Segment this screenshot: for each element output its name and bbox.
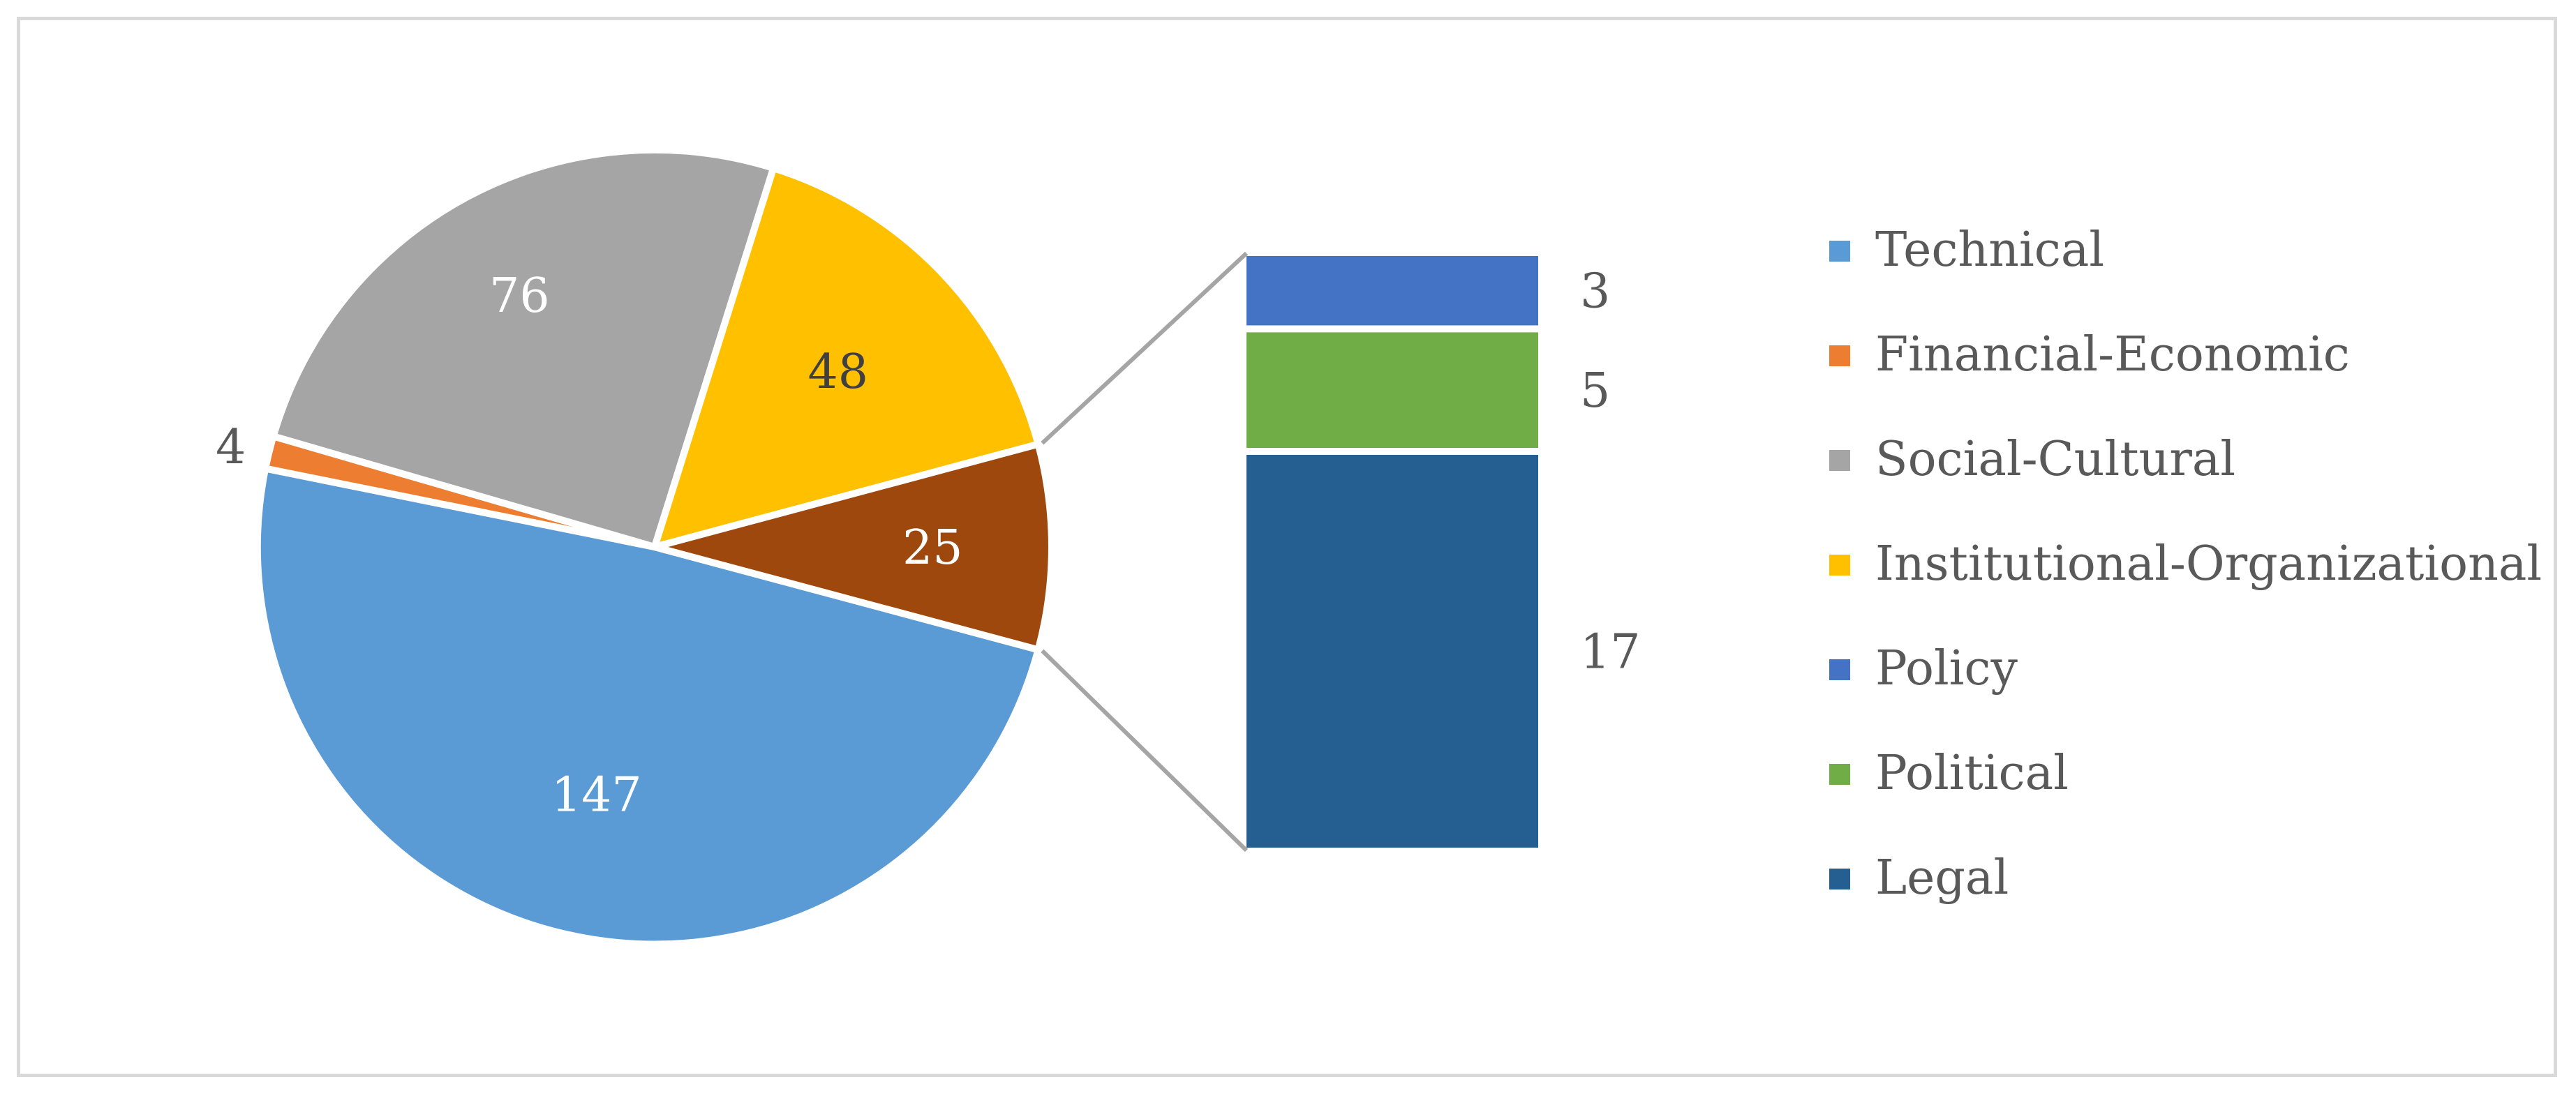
- pie-slices: [253, 146, 1055, 948]
- pie-slice-other[interactable]: [651, 440, 1055, 654]
- legend-swatch: [1829, 345, 1850, 366]
- pie-slice-social-cultural[interactable]: [269, 146, 777, 550]
- legend-label: Political: [1875, 746, 2069, 801]
- connector-line-bottom: [1041, 649, 1249, 853]
- legend-label: Legal: [1875, 850, 2009, 906]
- bar-segment-political[interactable]: [1246, 332, 1538, 448]
- bar-value-label-political: 5: [1580, 363, 1610, 419]
- legend-swatch: [1829, 555, 1850, 576]
- bar-value-label-policy: 3: [1580, 264, 1610, 320]
- pie-value-label-technical: 147: [551, 768, 642, 823]
- legend-label: Social-Cultural: [1875, 432, 2236, 487]
- pie-slice-technical[interactable]: [253, 465, 1042, 948]
- legend-swatch: [1829, 450, 1850, 471]
- connector-line-top: [1041, 251, 1249, 445]
- bar-of-pie-chart: 147 4 76 48 25 3 5 17: [216, 146, 1641, 948]
- legend-swatch: [1829, 659, 1850, 680]
- chart-frame: 147 4 76 48 25 3 5 17 Technical Financial-Econ…: [17, 17, 2557, 1077]
- legend-swatch: [1829, 764, 1850, 785]
- bar-segments: [1246, 256, 1538, 848]
- legend-label: Institutional-Organizational: [1875, 536, 2543, 592]
- pie-value-label-social-cultural: 76: [489, 269, 550, 324]
- pie-value-label-financial-economic: 4: [216, 420, 246, 475]
- legend-label: Technical: [1875, 223, 2105, 278]
- pie-value-label-institutional-organizational: 48: [808, 345, 869, 400]
- bar-data-labels: 3 5 17: [1580, 264, 1641, 680]
- legend-label: Financial-Economic: [1875, 327, 2350, 382]
- connector-lines: [1041, 251, 1249, 853]
- pie-value-label-other: 25: [902, 520, 963, 576]
- legend-label: Policy: [1875, 641, 2018, 696]
- bar-segment-policy[interactable]: [1246, 256, 1538, 326]
- bar-segment-legal[interactable]: [1246, 455, 1538, 848]
- pie-slice-institutional-organizational[interactable]: [651, 165, 1042, 550]
- legend-swatch: [1829, 241, 1850, 262]
- pie-data-labels: 147 4 76 48 25: [216, 269, 963, 823]
- bar-value-label-legal: 17: [1580, 625, 1641, 680]
- legend-swatch: [1829, 869, 1850, 889]
